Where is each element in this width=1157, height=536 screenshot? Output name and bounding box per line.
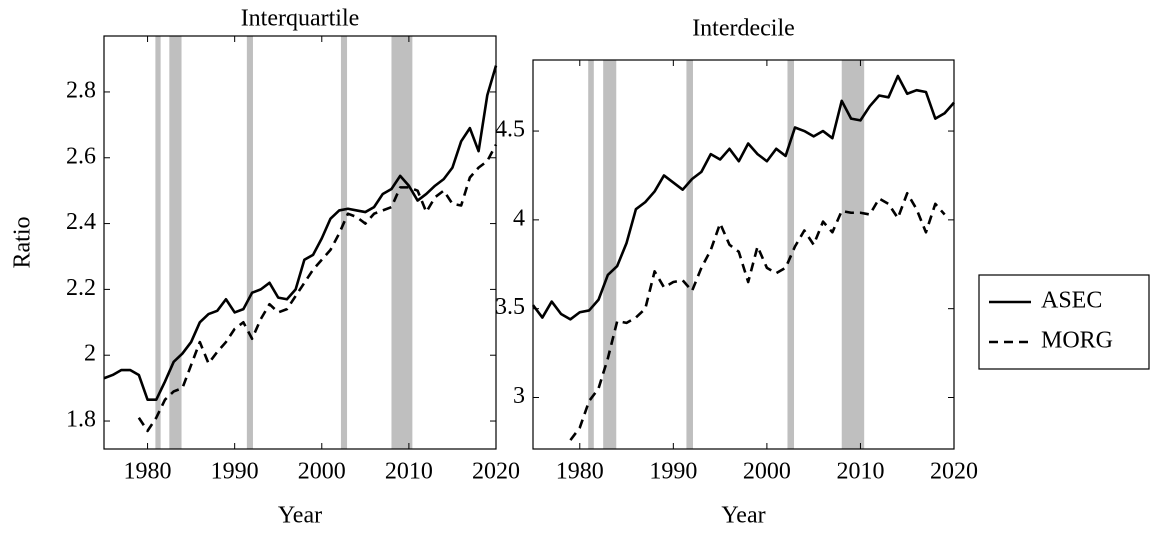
- chart-title: Interdecile: [692, 16, 795, 42]
- y-tick-label: 2.2: [66, 275, 96, 301]
- y-tick-label: 2: [84, 341, 96, 367]
- recession-band: [588, 60, 594, 449]
- recession-band: [340, 36, 348, 449]
- y-tick-label: 1.8: [66, 407, 96, 433]
- series-line: [137, 143, 498, 433]
- series-line: [103, 65, 498, 401]
- recession-band: [169, 36, 182, 449]
- x-tick-label: 1990: [211, 459, 259, 485]
- y-tick-label: 4: [513, 205, 525, 231]
- x-tick-label: 1990: [649, 459, 697, 485]
- x-tick-label: 2010: [385, 459, 433, 485]
- x-axis-label: Year: [721, 503, 765, 529]
- y-tick-label: 4.5: [495, 117, 525, 143]
- x-tick-label: 1980: [124, 459, 172, 485]
- x-tick-label: 1980: [556, 459, 604, 485]
- chart-title: Interquartile: [241, 6, 360, 32]
- y-tick-label: 3.5: [495, 294, 525, 320]
- legend-frame: [978, 274, 1150, 370]
- axes-frame: [532, 59, 955, 450]
- x-tick-label: 2020: [472, 459, 520, 485]
- x-tick-label: 2000: [298, 459, 346, 485]
- recession-band: [391, 36, 413, 449]
- recession-band: [787, 60, 795, 449]
- y-tick-label: 3: [513, 383, 525, 409]
- x-axis-label: Year: [278, 503, 322, 529]
- y-tick-label: 2.6: [66, 143, 96, 169]
- legend: ASEC MORG: [978, 274, 1150, 370]
- legend-label: ASEC: [1041, 288, 1102, 314]
- series-line: [569, 191, 946, 441]
- recession-band: [603, 60, 617, 449]
- recession-band: [155, 36, 161, 449]
- axes-frame: [103, 35, 497, 450]
- recession-band: [841, 60, 865, 449]
- y-axis-label: Ratio: [10, 217, 36, 269]
- recession-band: [686, 60, 693, 449]
- legend-label: MORG: [1041, 328, 1113, 354]
- y-tick-label: 2.4: [66, 209, 96, 235]
- series-line: [531, 74, 955, 321]
- y-tick-label: 2.8: [66, 77, 96, 103]
- x-tick-label: 2020: [930, 459, 978, 485]
- x-tick-label: 2010: [836, 459, 884, 485]
- recession-band: [246, 36, 253, 449]
- x-tick-label: 2000: [743, 459, 791, 485]
